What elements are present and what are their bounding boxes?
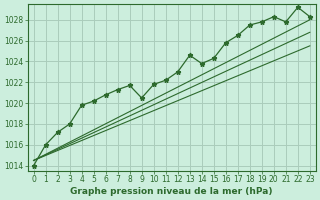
X-axis label: Graphe pression niveau de la mer (hPa): Graphe pression niveau de la mer (hPa) — [70, 187, 273, 196]
